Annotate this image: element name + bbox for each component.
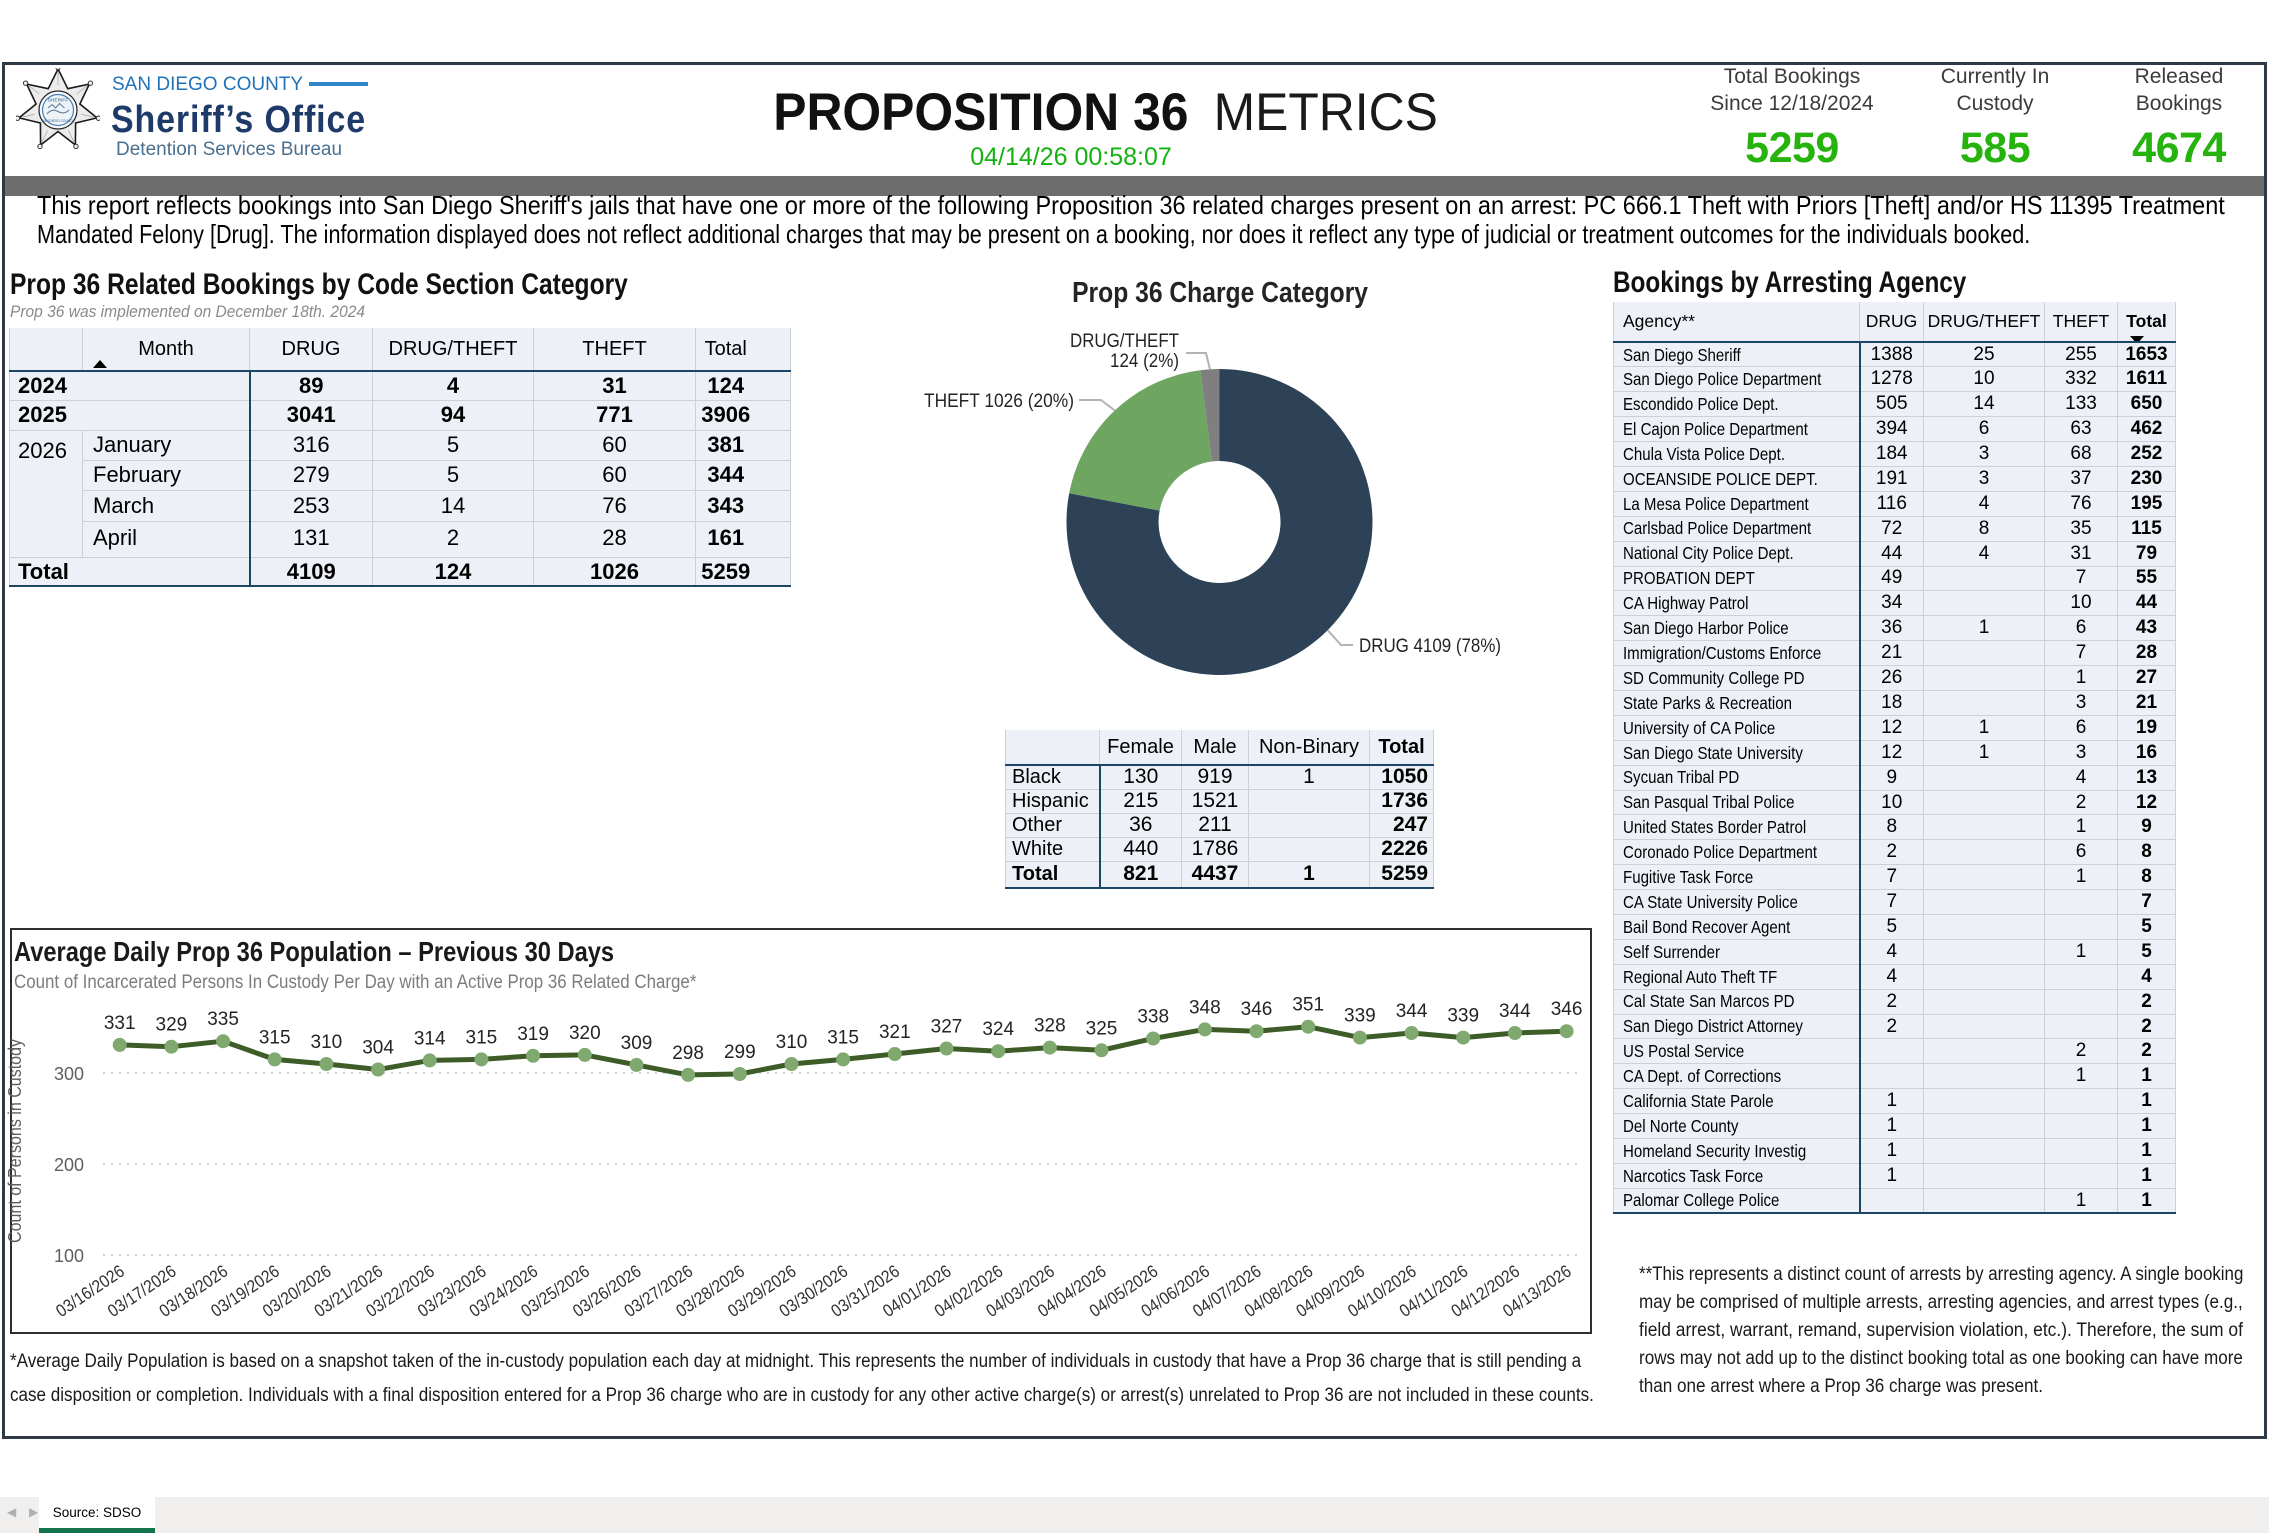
- svg-text:SAN DIEGO COUNTY: SAN DIEGO COUNTY: [42, 119, 75, 123]
- svg-text:310: 310: [311, 1032, 343, 1053]
- svg-text:100: 100: [54, 1246, 84, 1266]
- svg-text:346: 346: [1551, 999, 1583, 1020]
- svg-text:314: 314: [414, 1028, 446, 1049]
- svg-text:SHERIFF: SHERIFF: [48, 98, 69, 104]
- svg-text:346: 346: [1241, 999, 1273, 1020]
- svg-text:299: 299: [724, 1042, 756, 1063]
- svg-text:344: 344: [1396, 1001, 1428, 1022]
- svg-text:339: 339: [1344, 1006, 1376, 1027]
- svg-text:298: 298: [672, 1043, 704, 1064]
- svg-text:315: 315: [259, 1027, 291, 1048]
- svg-text:200: 200: [54, 1155, 84, 1175]
- svg-text:348: 348: [1189, 997, 1221, 1018]
- svg-text:328: 328: [1034, 1016, 1066, 1037]
- svg-text:320: 320: [569, 1023, 601, 1044]
- svg-text:315: 315: [466, 1027, 498, 1048]
- svg-text:DRUG/THEFT: DRUG/THEFT: [1070, 331, 1179, 352]
- svg-text:338: 338: [1137, 1007, 1169, 1028]
- svg-text:329: 329: [156, 1015, 188, 1036]
- svg-text:124 (2%): 124 (2%): [1110, 351, 1179, 372]
- svg-text:319: 319: [517, 1024, 549, 1045]
- svg-text:Count of Persons in Custody: Count of Persons in Custody: [5, 1039, 25, 1243]
- svg-text:THEFT 1026 (20%): THEFT 1026 (20%): [924, 391, 1074, 412]
- svg-text:335: 335: [207, 1009, 239, 1030]
- svg-text:300: 300: [54, 1064, 84, 1084]
- svg-text:315: 315: [827, 1027, 859, 1048]
- svg-text:DRUG 4109 (78%): DRUG 4109 (78%): [1359, 636, 1501, 657]
- svg-text:351: 351: [1292, 995, 1324, 1016]
- svg-text:310: 310: [776, 1032, 808, 1053]
- svg-text:321: 321: [879, 1022, 911, 1043]
- svg-text:325: 325: [1086, 1018, 1118, 1039]
- svg-text:331: 331: [104, 1013, 136, 1034]
- svg-text:324: 324: [982, 1019, 1014, 1040]
- svg-text:344: 344: [1499, 1001, 1531, 1022]
- svg-text:304: 304: [362, 1038, 394, 1059]
- svg-text:309: 309: [621, 1033, 653, 1054]
- svg-text:327: 327: [931, 1017, 963, 1038]
- svg-text:339: 339: [1447, 1006, 1479, 1027]
